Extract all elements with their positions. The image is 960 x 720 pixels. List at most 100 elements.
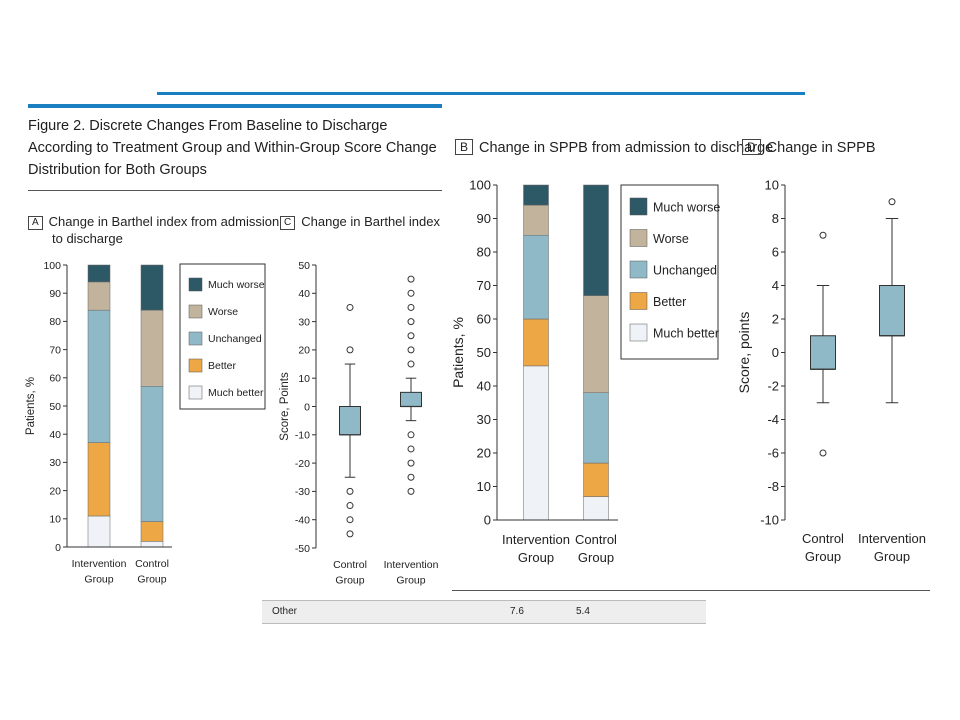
y-tick-label: -4 — [767, 412, 779, 427]
x-category-label: Intervention — [72, 558, 127, 570]
y-tick-label: 30 — [298, 316, 310, 328]
table-row: Other 7.6 5.4 — [262, 600, 706, 624]
x-category-label: Group — [84, 574, 113, 586]
y-tick-label: 50 — [298, 260, 310, 272]
x-category-label: Control — [575, 532, 617, 547]
y-tick-label: 8 — [772, 211, 779, 226]
y-tick-label: 20 — [477, 446, 491, 461]
panel-b-title-text: Change in SPPB from admission to dischar… — [479, 140, 774, 156]
outlier-point — [346, 502, 354, 510]
legend-label: Much better — [653, 326, 719, 340]
bar-segment-unchanged — [583, 392, 609, 464]
bar-segment-much-worse — [523, 184, 549, 206]
y-tick-label: 0 — [484, 513, 491, 528]
table-row-value-2: 5.4 — [576, 606, 590, 617]
y-tick-label: 10 — [49, 514, 61, 526]
panel-a-title-line1: Change in Barthel index from admission — [48, 214, 280, 229]
box-iqr — [879, 285, 905, 337]
y-tick-label: 70 — [477, 278, 491, 293]
bar-segment-better — [583, 462, 609, 497]
x-category-label: Group — [874, 549, 910, 564]
bar-segment-better — [140, 521, 164, 542]
outlier-point — [407, 459, 415, 467]
y-tick-label: 60 — [477, 312, 491, 327]
panel-a-label: A — [28, 216, 43, 230]
bar-segment-unchanged — [140, 386, 164, 522]
top-accent-rule — [157, 92, 805, 95]
y-tick-label: 10 — [298, 373, 310, 385]
panel-d-label: D — [742, 139, 761, 155]
y-tick-label: 40 — [49, 429, 61, 441]
panel-c-label: C — [280, 216, 296, 230]
outlier-point — [407, 303, 415, 311]
y-axis-title: Score, Points — [279, 372, 291, 441]
outlier-point — [346, 530, 354, 538]
y-tick-label: 6 — [772, 245, 779, 260]
bar-segment-unchanged — [87, 309, 111, 443]
bar-segment-worse — [583, 295, 609, 393]
bar-segment-much-better — [523, 365, 549, 521]
y-tick-label: 50 — [477, 345, 491, 360]
x-category-label: Control — [333, 559, 367, 571]
y-tick-label: 30 — [49, 457, 61, 469]
bar-segment-much-better — [87, 515, 111, 548]
box-iqr — [400, 391, 422, 408]
panel-c-title-text: Change in Barthel index — [301, 214, 440, 229]
legend-swatch-worse — [188, 304, 203, 319]
legend-swatch-worse — [629, 229, 648, 247]
legend-label: Worse — [208, 306, 238, 318]
bar-segment-much-worse — [87, 264, 111, 283]
panel-b-d-bottom-rule — [452, 590, 930, 591]
y-axis-title: Patients, % — [25, 377, 37, 435]
outlier-point — [407, 431, 415, 439]
panel-d-title-text: Change in SPPB — [766, 140, 876, 156]
y-tick-label: 100 — [43, 260, 61, 272]
y-tick-label: 20 — [49, 485, 61, 497]
x-category-label: Group — [805, 549, 841, 564]
panel-b-label: B — [455, 139, 474, 155]
y-tick-label: 2 — [772, 312, 779, 327]
y-tick-label: 80 — [477, 245, 491, 260]
outlier-point — [346, 487, 354, 495]
y-tick-label: 4 — [772, 278, 779, 293]
legend-swatch-much-better — [188, 385, 203, 400]
panel-c-title: C Change in Barthel index — [280, 213, 440, 230]
outlier-point — [888, 198, 896, 206]
x-category-label: Group — [137, 574, 166, 586]
x-category-label: Control — [135, 558, 169, 570]
legend-label: Unchanged — [208, 333, 262, 345]
outlier-point — [819, 231, 827, 239]
bar-segment-better — [523, 318, 549, 367]
legend-label: Much worse — [653, 200, 720, 214]
y-axis-title: Score, points — [736, 312, 752, 394]
bar-segment-worse — [87, 281, 111, 311]
outlier-point — [407, 289, 415, 297]
y-tick-label: -8 — [767, 479, 779, 494]
legend-label: Much worse — [208, 279, 265, 291]
bar-segment-better — [87, 442, 111, 517]
bar-segment-worse — [523, 204, 549, 236]
bar-segment-worse — [140, 309, 164, 387]
x-category-label: Group — [578, 550, 614, 565]
legend-swatch-much-better — [629, 323, 648, 342]
x-category-label: Group — [335, 575, 364, 587]
y-tick-label: 20 — [298, 345, 310, 357]
y-tick-label: 30 — [477, 412, 491, 427]
bar-segment-much-worse — [583, 184, 609, 296]
y-tick-label: 80 — [49, 316, 61, 328]
box-iqr — [810, 335, 836, 370]
x-category-label: Group — [396, 575, 425, 587]
box-iqr — [339, 406, 361, 436]
y-tick-label: -40 — [295, 514, 310, 526]
outlier-point — [346, 303, 354, 311]
bar-segment-much-worse — [140, 264, 164, 311]
x-category-label: Intervention — [858, 531, 926, 546]
outlier-point — [407, 346, 415, 354]
outlier-point — [407, 275, 415, 283]
y-tick-label: 50 — [49, 401, 61, 413]
y-tick-label: -10 — [295, 430, 310, 442]
y-tick-label: 10 — [765, 178, 779, 193]
bar-segment-much-better — [140, 541, 164, 548]
legend-swatch-much-worse — [188, 277, 203, 292]
